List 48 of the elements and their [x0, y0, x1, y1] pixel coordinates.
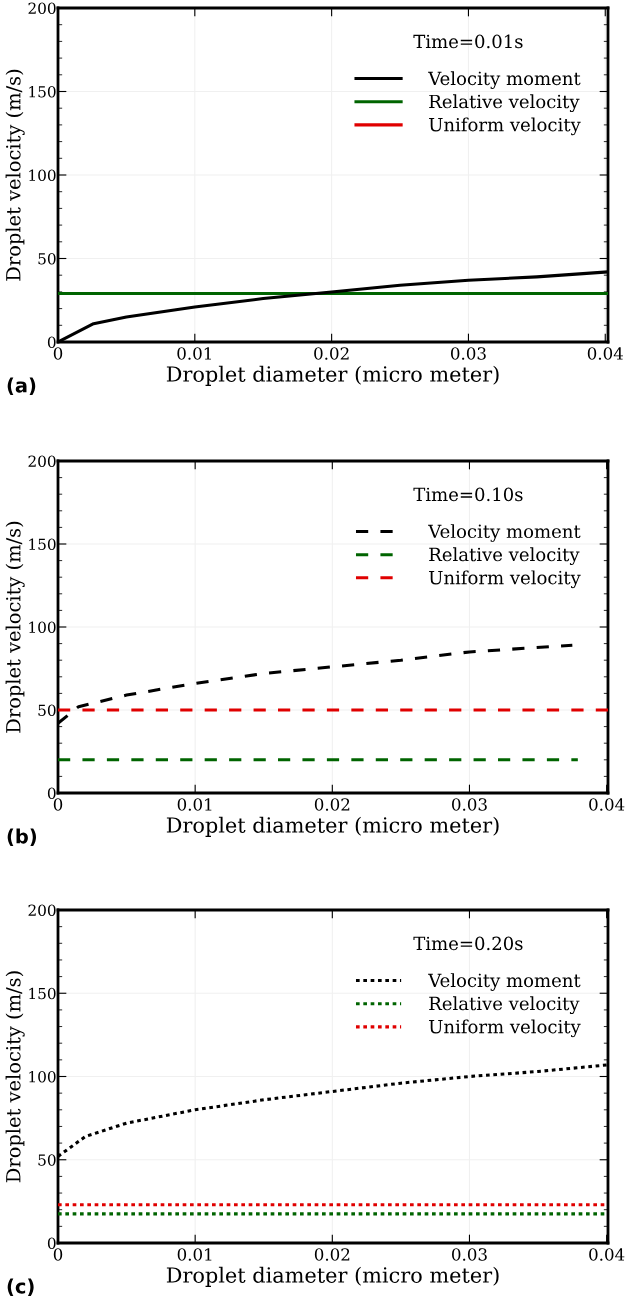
legend-label: Uniform velocity [429, 570, 581, 589]
y-tick-label: 100 [29, 1070, 56, 1083]
legend-label: Uniform velocity [429, 1019, 581, 1038]
legend-label: Uniform velocity [429, 117, 581, 136]
x-tick-label: 0.01 [177, 798, 212, 811]
x-tick-label: 0.04 [587, 347, 623, 360]
legend-label: Relative velocity [429, 547, 580, 566]
legend-title: Time=0.01s [413, 34, 523, 49]
y-tick-label: 0 [47, 1237, 56, 1250]
text: (a) [7, 377, 36, 395]
x-axis-title: Droplet diameter (micro meter) [166, 365, 499, 386]
legend-label: Velocity moment [428, 973, 581, 991]
y-tick-label: 50 [38, 1154, 56, 1166]
x-tick-label: 0.03 [452, 798, 487, 811]
x-tick-label: 0.02 [314, 1248, 350, 1261]
text: (c) [7, 1278, 34, 1296]
y-tick-label: 200 [28, 2, 56, 15]
x-tick-label: 0.02 [314, 798, 350, 811]
y-tick-label: 0 [47, 787, 56, 800]
text: (b) [7, 828, 37, 846]
y-tick-label: 50 [38, 704, 56, 717]
legend-label: Velocity moment [428, 71, 581, 89]
x-tick-label: 0.01 [177, 1248, 212, 1261]
x-axis-title: Droplet diameter (micro meter) [166, 1266, 499, 1287]
y-tick-label: 0 [47, 336, 56, 349]
legend-label: Relative velocity [429, 94, 580, 113]
y-axis-title: Droplet velocity (m/s) [5, 971, 25, 1183]
y-tick-label: 200 [28, 455, 56, 468]
x-axis-title: Droplet diameter (micro meter) [166, 816, 499, 837]
x-tick-label: 0.04 [589, 1248, 625, 1261]
y-axis-title: Droplet velocity (m/s) [5, 69, 25, 281]
x-tick-label: 0.02 [314, 347, 349, 360]
y-tick-label: 50 [38, 252, 56, 265]
y-tick-label: 200 [28, 904, 56, 917]
x-tick-label: 0.03 [450, 347, 486, 360]
y-tick-label: 150 [29, 85, 56, 98]
legend-label: Velocity moment [428, 524, 581, 542]
y-axis-title: Droplet velocity (m/s) [5, 521, 25, 733]
legend-title: Time=0.10s [413, 487, 523, 502]
x-tick-label: 0.01 [177, 347, 211, 360]
x-tick-label: 0.04 [589, 798, 625, 811]
legend-label: Relative velocity [429, 996, 580, 1015]
y-tick-label: 100 [29, 169, 56, 182]
y-tick-label: 150 [29, 987, 56, 1000]
y-tick-label: 150 [29, 538, 56, 551]
legend-title: Time=0.20s [413, 936, 523, 951]
y-tick-label: 100 [29, 621, 56, 634]
x-tick-label: 0.03 [452, 1248, 487, 1261]
